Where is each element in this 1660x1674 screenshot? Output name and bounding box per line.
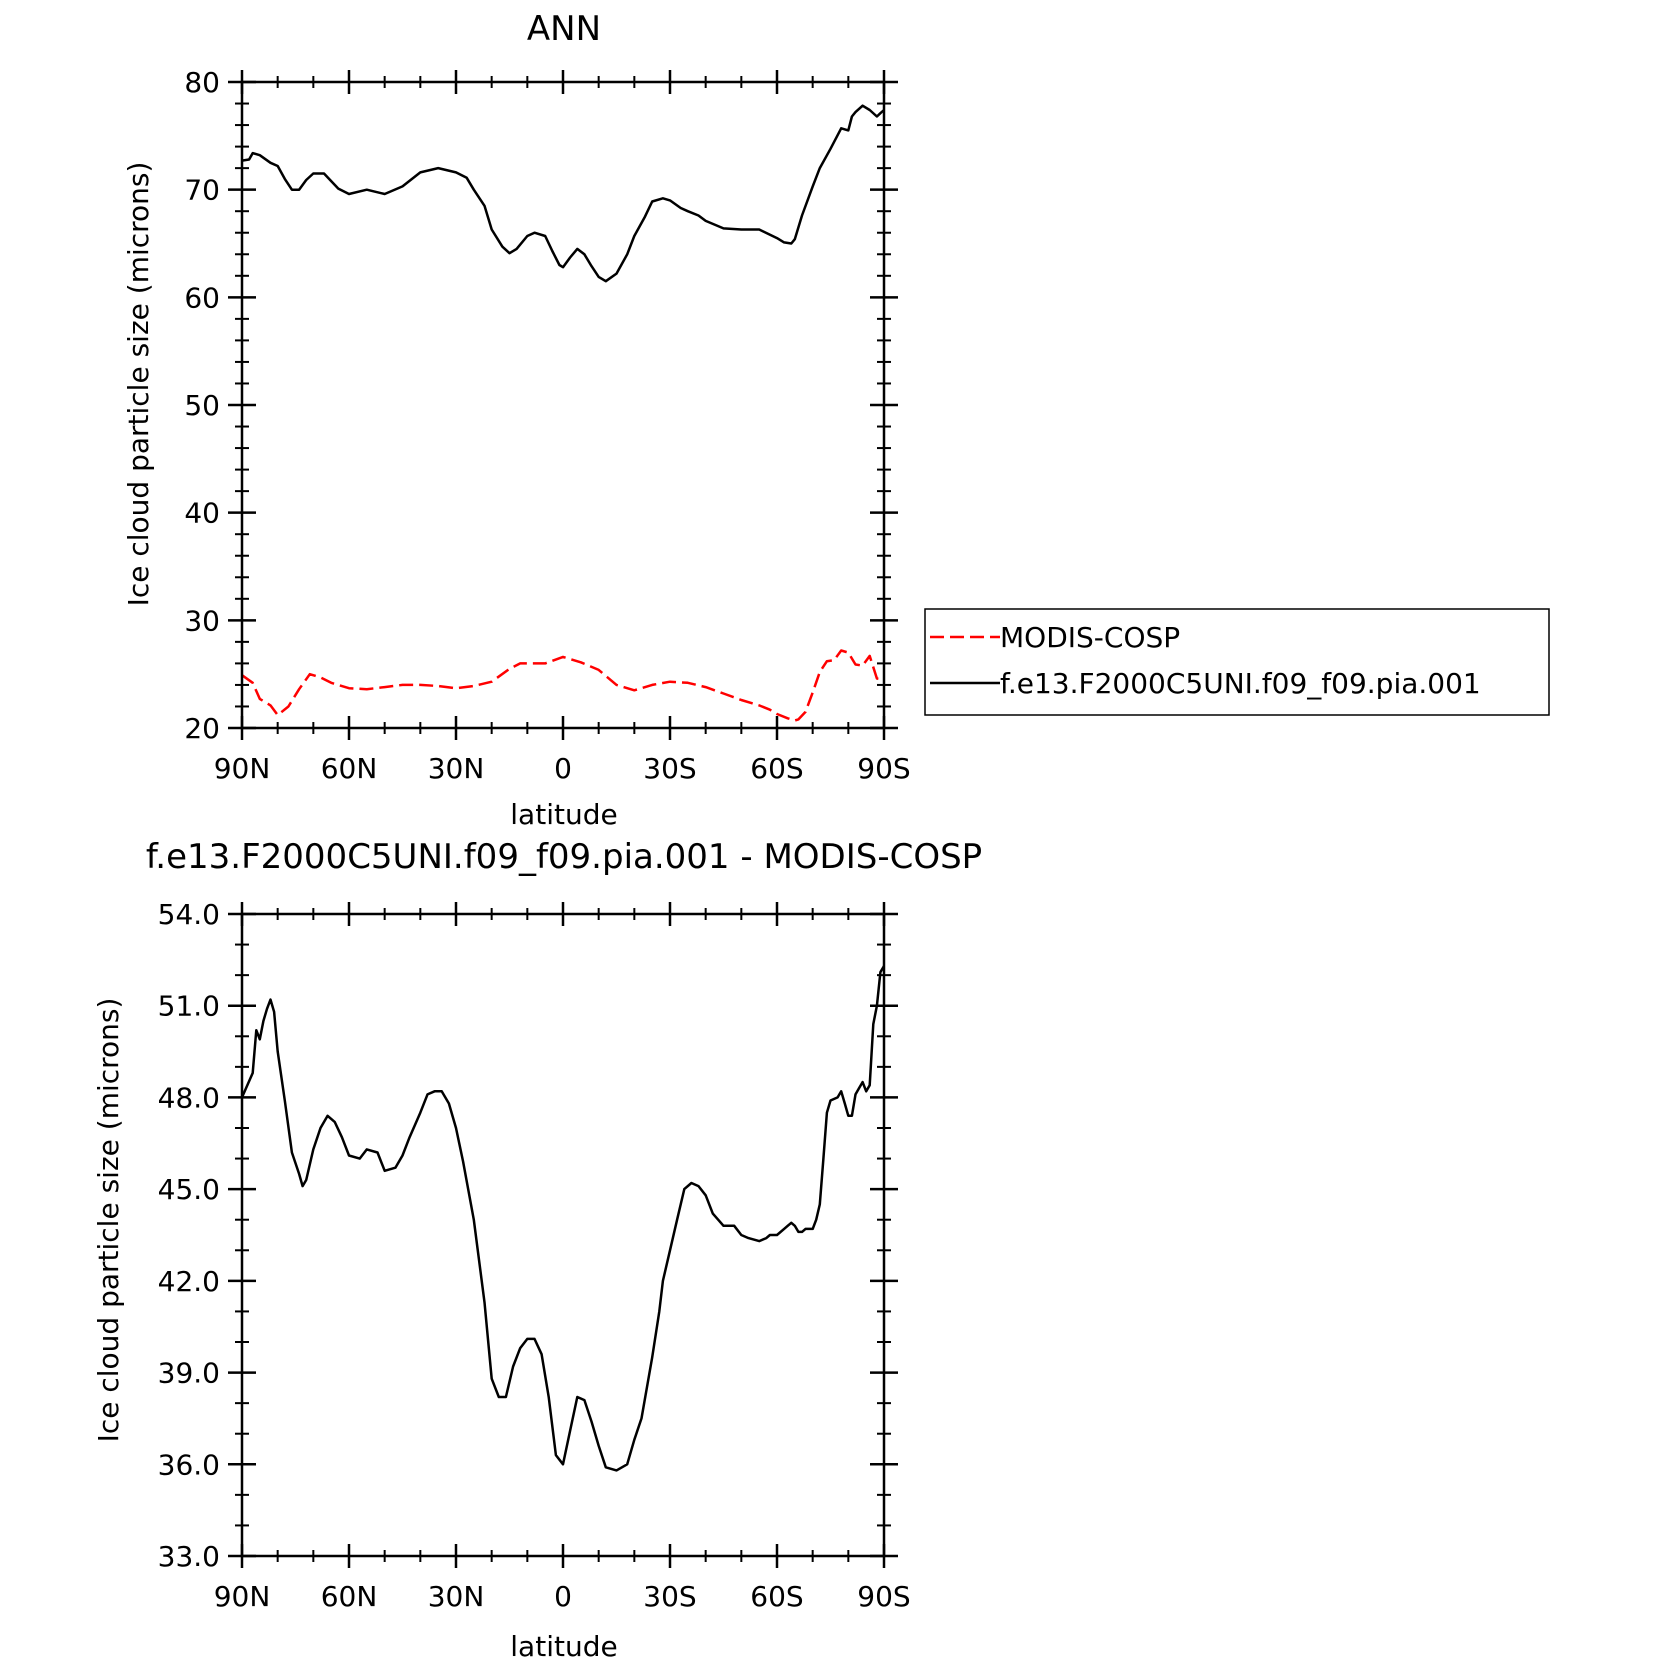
y-tick-label: 54.0 [158,898,220,931]
x-tick-label: 30S [643,1580,696,1613]
series-line-0 [240,965,886,1472]
plot-frame [240,80,886,730]
legend-label-model: f.e13.F2000C5UNI.f09_f09.pia.001 [1000,667,1481,700]
plot-frame [240,912,886,1558]
chart-title: ANN [527,9,601,49]
chart-annual-zonal-mean: ANN Ice cloud particle size (microns) la… [122,9,1550,831]
y-axis-label: Ice cloud particle size (microns) [122,162,155,607]
x-tick-label: 90N [214,752,271,785]
series-line-0 [241,649,885,722]
x-tick-label: 30N [428,752,485,785]
y-tick-label: 33.0 [158,1540,220,1573]
y-tick-label: 45.0 [158,1173,220,1206]
x-tick-label: 0 [554,752,572,785]
y-tick-label: 50 [184,389,220,422]
y-tick-label: 40 [184,497,220,530]
legend-label-modis-cosp: MODIS-COSP [1000,621,1180,654]
y-tick-label: 48.0 [158,1081,220,1114]
y-tick-label: 39.0 [158,1357,220,1390]
data-series [241,104,885,722]
y-tick-label: 60 [184,281,220,314]
axis-ticks [228,902,898,1568]
series-line-1 [241,104,885,283]
x-tick-label: 30N [428,1580,485,1613]
y-axis-label: Ice cloud particle size (microns) [92,998,125,1443]
x-axis-label: latitude [510,798,617,831]
x-tick-label: 0 [554,1580,572,1613]
chart-difference: f.e13.F2000C5UNI.f09_f09.pia.001 - MODIS… [92,837,982,1663]
x-tick-label: 60S [750,1580,803,1613]
chart-title: f.e13.F2000C5UNI.f09_f09.pia.001 - MODIS… [146,837,982,877]
legend: MODIS-COSP f.e13.F2000C5UNI.f09_f09.pia.… [924,608,1550,716]
x-tick-label: 90S [857,752,910,785]
legend-box [924,608,1550,716]
x-axis-label: latitude [510,1630,617,1663]
axis-ticks [228,70,898,740]
tick-labels: 90N 60N 30N 0 30S 60S 90S 54.0 51.0 48.0 45.0 42.0 3… [158,898,911,1613]
tick-labels: 90N 60N 30N 0 30S 60S 90S 80 70 60 50 40 30 20 [184,66,910,785]
y-tick-label: 20 [184,712,220,745]
y-tick-label: 42.0 [158,1265,220,1298]
x-tick-label: 90N [214,1580,271,1613]
x-tick-label: 60S [750,752,803,785]
y-tick-label: 51.0 [158,990,220,1023]
x-tick-label: 90S [857,1580,910,1613]
y-tick-label: 30 [184,604,220,637]
y-tick-label: 70 [184,174,220,207]
data-series [240,965,886,1472]
x-tick-label: 30S [643,752,696,785]
x-tick-label: 60N [321,752,378,785]
y-tick-label: 36.0 [158,1448,220,1481]
x-tick-label: 60N [321,1580,378,1613]
y-tick-label: 80 [184,66,220,99]
